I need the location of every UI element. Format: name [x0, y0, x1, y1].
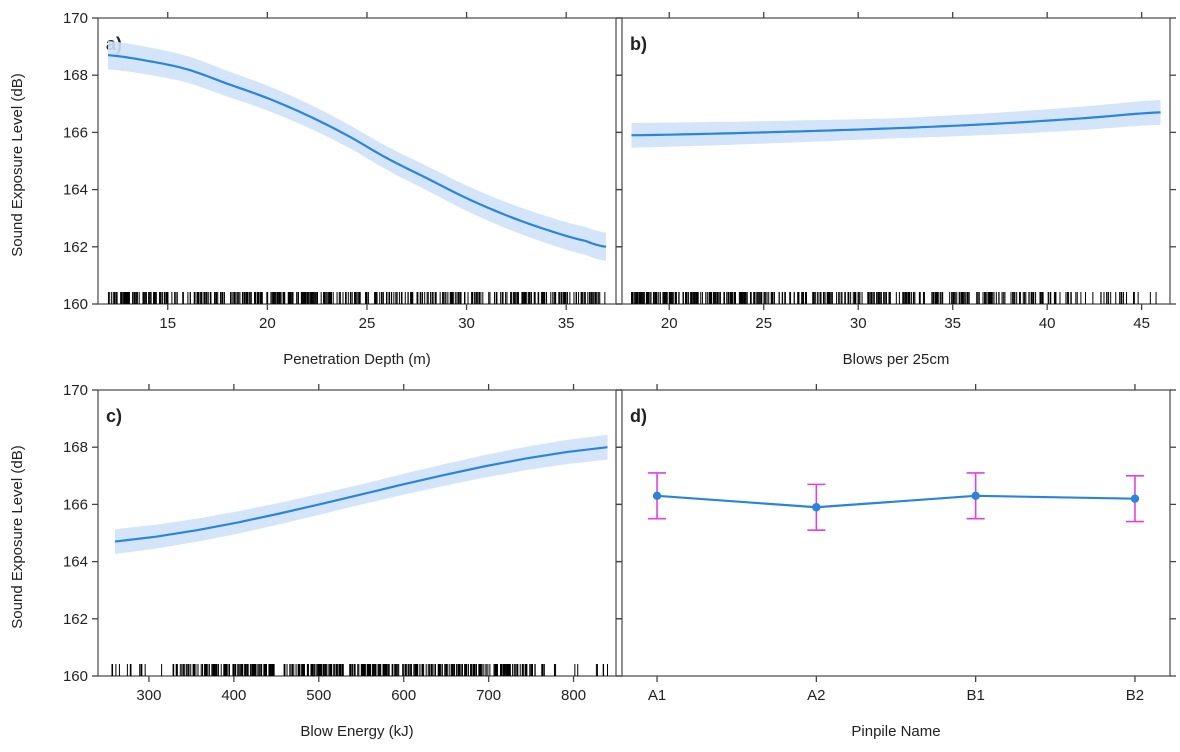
x-axis-label: Blows per 25cm: [843, 351, 950, 368]
x-tick-label: 30: [850, 315, 867, 332]
x-axis-label: Blow Energy (kJ): [300, 723, 413, 740]
plot-frame: [621, 389, 1171, 677]
y-axis-label: Sound Exposure Level (dB): [9, 73, 26, 256]
panel-label: d): [630, 406, 647, 426]
x-tick-label: 25: [755, 315, 772, 332]
fit-line: [114, 446, 608, 543]
panel-label: c): [106, 406, 122, 426]
mean-point-A1: [652, 491, 662, 501]
rug-plot: [107, 292, 606, 304]
x-tick-label: 300: [136, 687, 161, 704]
x-tick-label: 600: [391, 687, 416, 704]
x-tick-label: 15: [159, 315, 176, 332]
x-tick-label: 400: [221, 687, 246, 704]
panel-b: 20 25 30 35 40 45 Blows per 25cm b): [616, 12, 1176, 368]
panel-label: b): [630, 34, 647, 54]
y-tick-label: 168: [63, 439, 88, 456]
y-tick-label: 160: [63, 668, 88, 685]
mean-point-A2: [812, 503, 821, 512]
y-tick-label: 160: [63, 296, 88, 313]
y-tick-label: 170: [63, 10, 88, 27]
y-tick-label: 164: [63, 182, 88, 199]
plot-frame: [97, 389, 617, 677]
x-tick-label: 20: [661, 315, 678, 332]
rug-plot: [111, 664, 608, 676]
fit-line: [107, 54, 607, 248]
x-tick-label: A2: [807, 687, 825, 704]
y-tick-label: 166: [63, 124, 88, 141]
plot-frame: [621, 17, 1171, 305]
x-tick-label: B1: [966, 687, 984, 704]
y-tick-label: 162: [63, 611, 88, 628]
panel-a: 160 162 164 166 168 170 15 20 25 30 35 Penetration …: [9, 10, 622, 368]
rug-plot: [630, 292, 1157, 304]
y-tick-label: 168: [63, 67, 88, 84]
x-tick-label: A1: [648, 687, 666, 704]
x-tick-label: 800: [561, 687, 586, 704]
x-tick-label: 35: [944, 315, 961, 332]
x-tick-label: 45: [1133, 315, 1150, 332]
x-axis-label: Penetration Depth (m): [283, 351, 431, 368]
mean-point-B2: [1130, 494, 1140, 503]
y-axis-label: Sound Exposure Level (dB): [9, 445, 26, 628]
x-tick-label: 20: [259, 315, 276, 332]
mean-line: [656, 494, 1135, 509]
x-tick-label: 40: [1039, 315, 1056, 332]
y-tick-label: 164: [63, 554, 88, 571]
x-tick-label: 700: [476, 687, 501, 704]
x-axis-label: Pinpile Name: [851, 723, 940, 740]
fit-line: [631, 111, 1161, 137]
confidence-band: [107, 40, 607, 261]
x-tick-label: 35: [558, 315, 575, 332]
x-tick-label: B2: [1126, 687, 1144, 704]
x-tick-label: 30: [458, 315, 475, 332]
confidence-band: [631, 99, 1161, 148]
y-tick-label: 162: [63, 239, 88, 256]
panel-d: A1 A2 B1 B2 Pinpile Name d): [616, 384, 1176, 740]
x-tick-label: 500: [306, 687, 331, 704]
y-tick-label: 170: [63, 382, 88, 399]
y-tick-label: 166: [63, 496, 88, 513]
panel-c: 160 162 164 166 168 170 300 400 500 600 700 800 Blow…: [9, 382, 622, 740]
mean-point-B1: [971, 491, 980, 501]
x-tick-label: 25: [359, 315, 376, 332]
